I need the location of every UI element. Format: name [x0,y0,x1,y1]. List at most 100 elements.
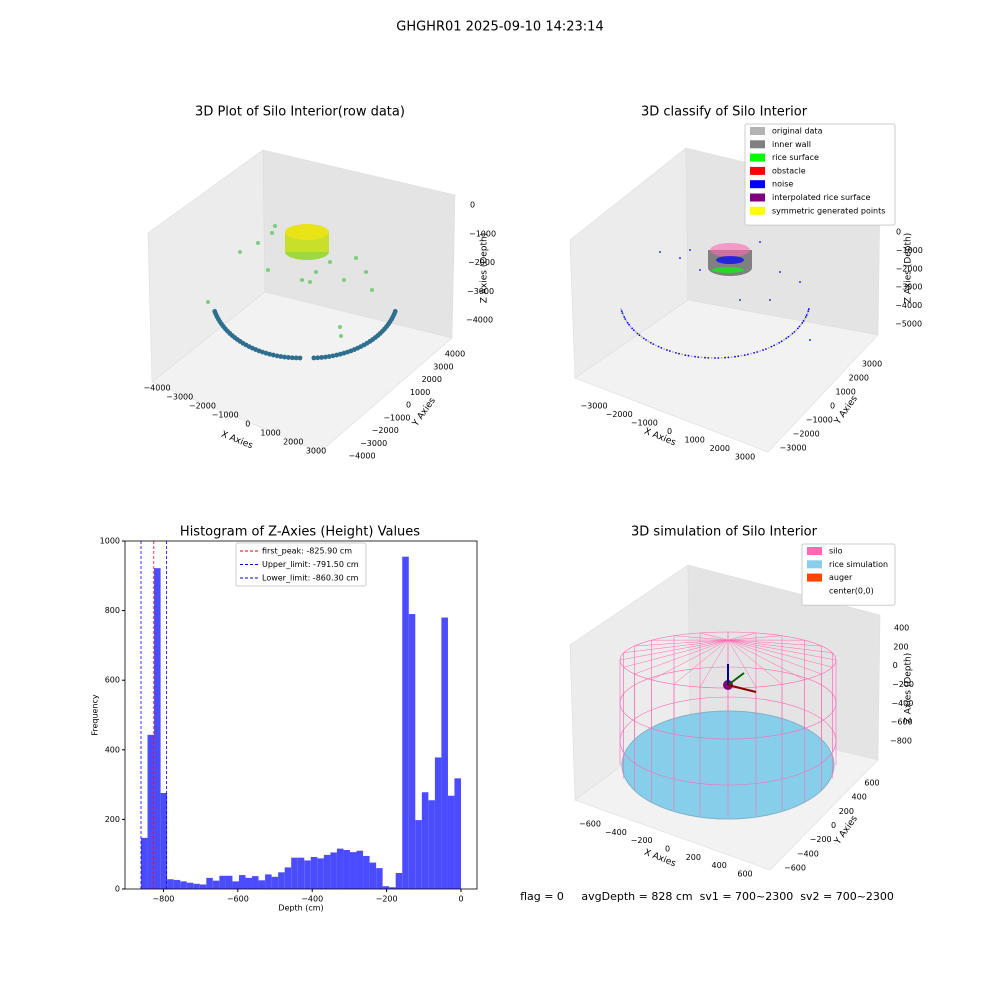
point-cloud [775,343,778,346]
legend-swatch [807,586,822,595]
silo-wireframe [727,639,833,668]
point-cloud [629,325,632,328]
bar [252,876,259,889]
point-cloud [778,341,781,344]
point-cloud [626,321,629,324]
point-cloud [286,355,291,360]
point-cloud [756,351,759,353]
bar [173,879,181,889]
legend-swatch [750,140,765,149]
point-cloud [707,356,710,359]
y-tick-label: 400 [105,745,120,754]
point-cloud [791,332,794,335]
legend-swatch [750,180,765,189]
bar [238,875,246,889]
silo-wireframe [673,639,729,685]
bar [193,883,200,889]
point-cloud [789,334,792,337]
point-cloud [769,299,771,301]
point-cloud [636,332,639,335]
point-cloud [620,308,623,310]
x-axis-label: X Axies [220,430,255,452]
bar [310,856,318,889]
point-cloud [640,335,643,338]
legend-label: symmetric generated points [772,206,885,215]
bar [389,887,396,889]
point-cloud [323,354,328,360]
x-tick-label: 0 [245,420,250,429]
point-cloud [671,351,674,353]
x-tick-label: 1000 [684,436,704,445]
point-cloud [795,329,798,332]
bar [343,850,350,889]
bar [349,852,357,889]
point-cloud [666,349,668,351]
point-cloud [737,355,740,358]
silo-wireframe [619,696,837,786]
point-cloud [687,354,690,357]
x-tick-label: −2000 [189,402,216,411]
y-tick-label: −600 [784,864,806,873]
point-cloud [293,355,299,361]
point-cloud [338,325,342,329]
point-cloud [799,281,801,283]
x-tick-label: −4000 [143,384,170,393]
point-cloud [803,318,806,320]
z-tick-label: −1000 [896,246,923,255]
legend-label: noise [772,180,793,189]
bar [245,877,253,889]
legend-swatch [807,573,822,582]
z-axis-label: Z Axies (Depth) [904,233,914,304]
point-cloud [238,250,242,254]
legend-label: silo [829,547,843,556]
y-tick-label: 3000 [433,362,453,371]
point-cloud [759,241,761,243]
bar [232,881,239,889]
bar [160,792,168,889]
point-cloud [354,256,358,260]
y-tick-label: 200 [839,807,854,816]
footer: flag = 0 avgDepth = 828 cm sv1 = 700~230… [520,890,894,903]
x-axis-label: Depth (cm) [278,904,323,913]
legend-box [235,542,367,587]
x-tick-label: 0 [665,845,670,854]
point-cloud [681,353,684,356]
bar [317,858,324,889]
legend-label: Upper_limit: -791.50 cm [262,560,359,569]
bar [212,880,220,889]
point-cloud [807,308,810,310]
point-cloud [806,312,809,314]
legend-label: first_peak: -825.90 cm [262,547,352,556]
point-cloud [267,351,273,357]
point-cloud [704,356,706,359]
bar [336,848,344,889]
point-cloud [654,344,657,347]
legend-swatch [750,206,765,215]
point-cloud [746,353,749,356]
x-axis-label: X Axies [643,427,678,449]
point-cloud [274,353,280,359]
y-tick-label: 3000 [862,360,882,369]
point-cloud [807,310,810,312]
x-tick-label: −3000 [166,393,193,402]
bar [363,855,370,889]
silo-wireframe [727,639,805,681]
silo-wireframe [727,639,822,675]
bar [402,556,409,889]
silo-wireframe [673,635,729,641]
point-cloud [649,341,652,344]
point-cloud [308,280,312,284]
y-tick-label: −2000 [372,426,399,435]
bar [284,867,292,889]
point-cloud [805,314,808,316]
point-cloud [710,243,750,257]
x-tick-label: −600 [227,895,249,904]
legend-label: rice surface [772,153,819,162]
point-cloud [724,356,726,359]
point-cloud [804,316,807,318]
point-cloud [710,357,713,359]
x-tick-label: −400 [301,895,323,904]
z-tick-label: −3000 [467,287,494,296]
y-tick-label: 1000 [410,388,430,397]
